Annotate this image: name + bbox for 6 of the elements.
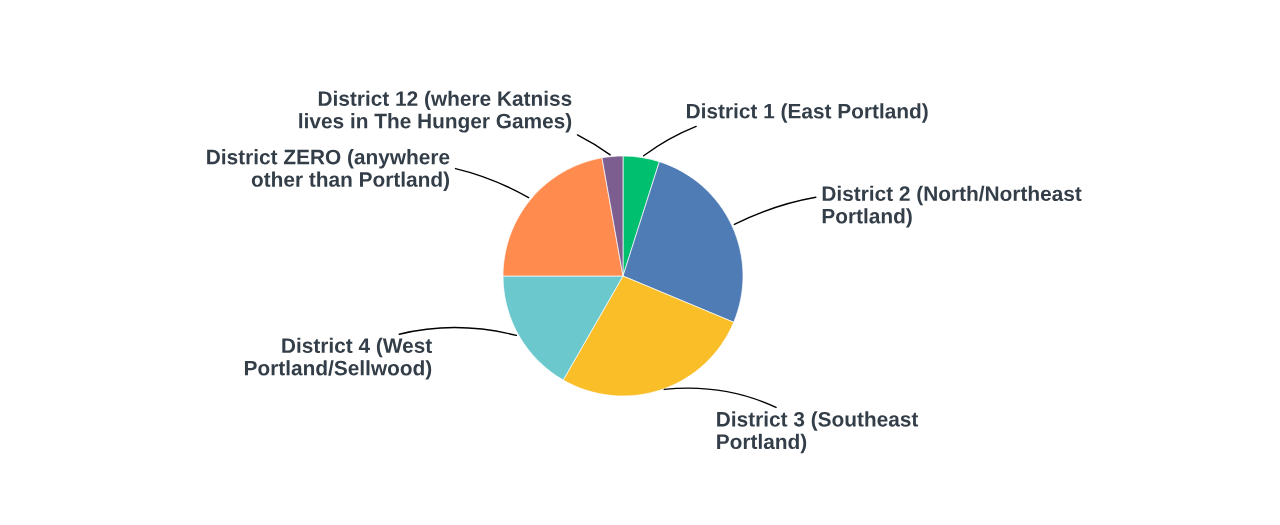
slice-label: District ZERO (anywhere other than Portland) <box>207 149 450 191</box>
slice-label: District 4 (West Portland/Sellwood) <box>244 337 432 380</box>
slice-label: District 2 (North/Northeast Portland) <box>822 185 1082 228</box>
slice-label: District 1 (East Portland) <box>686 103 928 123</box>
slice-label: District 3 (Southeast Portland) <box>717 411 919 454</box>
slice-label: District 12 (where Katniss lives in The Hunger Games) <box>299 90 572 133</box>
